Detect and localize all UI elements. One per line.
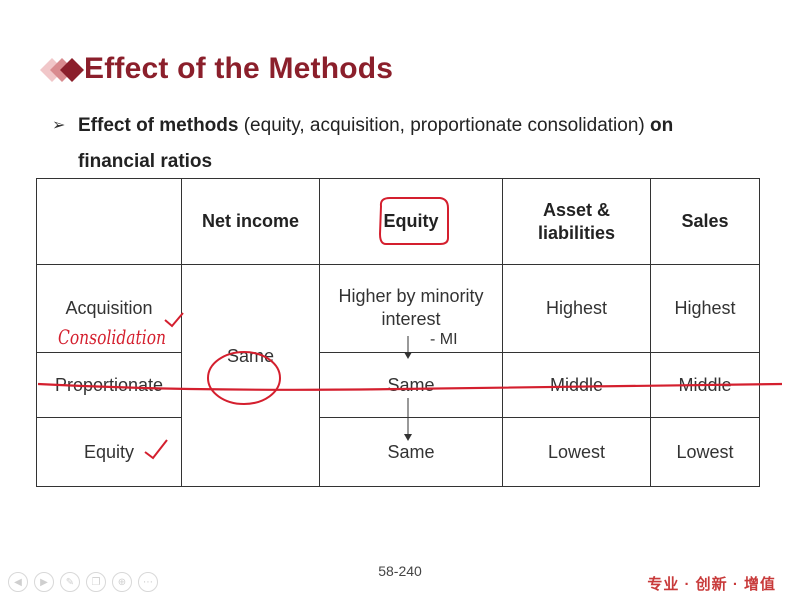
copy-icon[interactable]: ❐ (86, 572, 106, 592)
header-blank (36, 178, 182, 265)
net-income-cell: Same (181, 264, 320, 487)
header-equity: Equity (319, 178, 503, 265)
player-controls: ◀ ▶ ✎ ❐ ⊕ ⋯ (8, 572, 158, 594)
header-sales: Sales (650, 178, 760, 265)
equity-equity-cell: Same (319, 417, 503, 487)
equity-acquisition-cell: Higher by minority interest (319, 264, 503, 353)
assets-equity-cell: Lowest (502, 417, 651, 487)
slide-title: Effect of the Methods (84, 52, 394, 85)
assets-acquisition-cell: Highest (502, 264, 651, 353)
acquisition-text: Acquisition (65, 298, 153, 318)
header-assets-text: Asset & liabilities (537, 199, 616, 243)
comparison-table: Net income Equity Asset & liabilities Sa… (36, 178, 760, 487)
sales-proportionate-cell: Middle (650, 352, 760, 418)
more-icon[interactable]: ⋯ (138, 572, 158, 592)
table-row: Acquisition Same Higher by minority inte… (36, 264, 760, 487)
bullet-normal: (equity, acquisition, proportionate cons… (238, 115, 651, 136)
sales-equity-cell: Lowest (650, 417, 760, 487)
diamond-logo-icon (40, 58, 84, 82)
pen-icon[interactable]: ✎ (60, 572, 80, 592)
next-icon[interactable]: ▶ (34, 572, 54, 592)
equity-proportionate-cell: Same (319, 352, 503, 418)
bullet-text: Effect of methods (equity, acquisition, … (78, 108, 738, 180)
row-label-proportionate: Proportionate (36, 352, 182, 418)
table-header-row: Net income Equity Asset & liabilities Sa… (36, 178, 760, 265)
row-label-acquisition: Acquisition (36, 264, 182, 353)
bullet-bold-end-2: financial ratios (78, 151, 213, 172)
row-label-equity: Equity (36, 417, 182, 487)
header-net-income: Net income (181, 178, 320, 265)
mi-note: - MI (430, 331, 458, 348)
prev-icon[interactable]: ◀ (8, 572, 28, 592)
page-number: 58-240 (378, 563, 422, 579)
table-row: Equity Same Lowest Lowest (36, 417, 760, 487)
brand-slogan: 专业 · 创新 · 增值 (647, 576, 776, 593)
zoom-icon[interactable]: ⊕ (112, 572, 132, 592)
sales-acquisition-cell: Highest (650, 264, 760, 353)
equity-acquisition-value: Higher by minority interest (338, 286, 484, 329)
header-assets-liabilities: Asset & liabilities (502, 178, 651, 265)
bullet-bold-end-1: on (650, 115, 674, 136)
assets-proportionate-cell: Middle (502, 352, 651, 418)
bullet-bold-start: Effect of methods (78, 115, 239, 136)
net-income-value: Same (226, 346, 275, 366)
arrow-bullet-icon: ➢ (52, 117, 66, 134)
table-row: Proportionate Same Middle Middle (36, 352, 760, 418)
